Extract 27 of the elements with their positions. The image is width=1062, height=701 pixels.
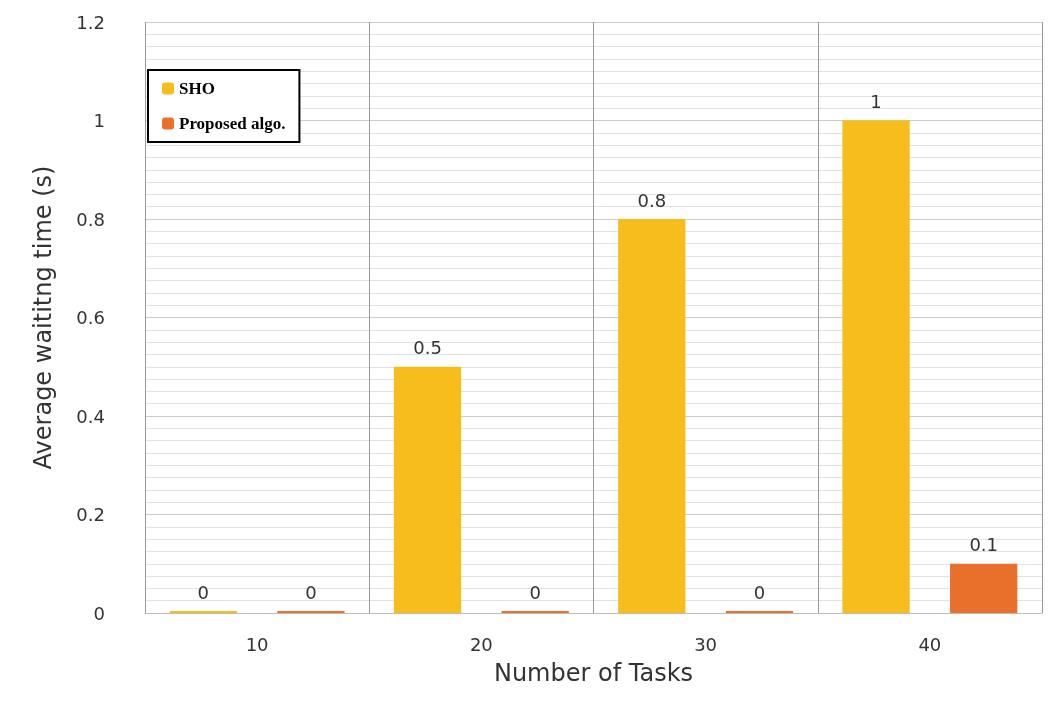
data-label: 0.5 [413,337,442,359]
y-tick-label: 1.2 [76,11,105,33]
y-tick-label: 1 [93,110,105,131]
x-tick-label: 30 [694,633,718,655]
bar [842,120,910,613]
y-tick-label: 0.6 [76,307,105,328]
bar [950,563,1018,613]
y-tick-label: 0.2 [76,504,105,525]
legend-label: SHO [179,79,215,98]
x-tick-label: 40 [918,633,942,655]
data-label: 0 [197,581,210,603]
data-label: 0 [753,581,766,603]
data-label: 0 [305,581,317,603]
data-label: 0.8 [637,189,667,211]
x-tick-label: 10 [245,633,269,655]
bar [618,219,686,613]
data-label: 0.1 [969,534,999,556]
y-tick-label: 0 [93,602,105,624]
legend-label: Proposed algo. [179,114,286,133]
y-tick-label: 0.4 [76,405,105,427]
x-axis-title: Number of Tasks [493,659,694,687]
y-axis-title: Average waititng time (s) [29,165,57,470]
y-tick-label: 0.8 [76,208,105,230]
data-label: 0 [529,581,541,603]
bar [393,366,462,613]
x-tick-label: 20 [469,633,493,655]
data-label: 1 [870,91,882,112]
